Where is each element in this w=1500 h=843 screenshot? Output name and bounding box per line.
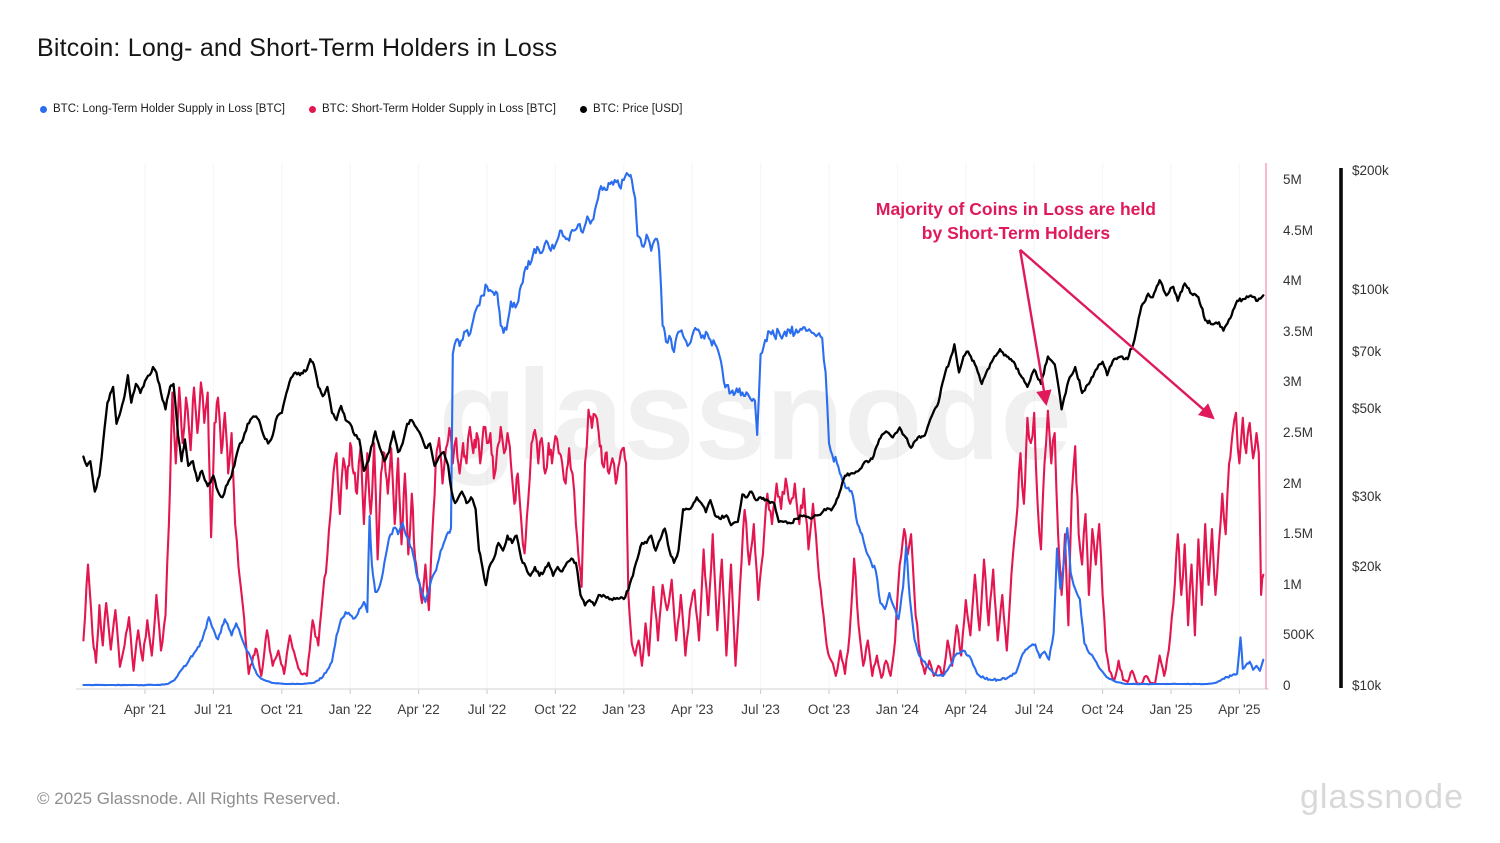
x-axis-tick-label: Apr '23 xyxy=(671,702,714,717)
supply-axis-tick-label: 3.5M xyxy=(1283,323,1314,339)
annotation-line-1: Majority of Coins in Loss are held xyxy=(875,199,1156,219)
supply-axis-tick-label: 4.5M xyxy=(1283,222,1314,238)
legend-label: BTC: Price [USD] xyxy=(592,103,683,115)
chart-title: Bitcoin: Long- and Short-Term Holders in… xyxy=(37,34,558,62)
legend-item-lth-supply-in-loss[interactable]: BTC: Long-Term Holder Supply in Loss [BT… xyxy=(40,103,285,115)
supply-axis-tick-label: 2M xyxy=(1283,475,1302,491)
x-axis-tick-label: Jan '22 xyxy=(328,702,372,717)
x-axis-tick-label: Oct '22 xyxy=(534,702,577,717)
legend-label: BTC: Long-Term Holder Supply in Loss [BT… xyxy=(53,103,286,115)
supply-axis-tick-label: 1.5M xyxy=(1283,526,1314,542)
x-axis-tick-label: Jan '23 xyxy=(602,702,646,717)
legend-label: BTC: Short-Term Holder Supply in Loss [B… xyxy=(322,103,556,115)
x-axis-tick-label: Jan '24 xyxy=(875,702,919,717)
price-axis-tick-label: $20k xyxy=(1352,559,1382,574)
legend-item-price[interactable]: BTC: Price [USD] xyxy=(579,103,683,115)
annotation-arrow xyxy=(1018,249,1052,407)
glassnode-wordmark: glassnode xyxy=(1299,778,1464,816)
legend: BTC: Long-Term Holder Supply in Loss [BT… xyxy=(40,103,682,115)
x-axis-tick-label: Jul '21 xyxy=(194,702,233,717)
price-axis-tick-label: $100k xyxy=(1352,282,1389,298)
annotation-callout: Majority of Coins in Loss are held by Sh… xyxy=(818,197,1214,245)
legend-item-sth-supply-in-loss[interactable]: BTC: Short-Term Holder Supply in Loss [B… xyxy=(309,103,556,115)
x-axis-tick-label: Apr '24 xyxy=(944,702,987,717)
x-axis-tick-label: Oct '23 xyxy=(807,702,851,717)
price-axis-tick-label: $70k xyxy=(1352,343,1382,359)
x-axis-tick-label: Jul '23 xyxy=(741,702,780,717)
price-axis-tick-label: $10k xyxy=(1352,678,1382,694)
annotation-line-2: by Short-Term Holders xyxy=(921,223,1111,243)
x-axis-tick-label: Apr '22 xyxy=(397,702,440,717)
red-dot-icon xyxy=(309,105,317,113)
x-axis-tick-label: Jul '22 xyxy=(467,702,507,717)
price-axis-tick-label: $200k xyxy=(1352,163,1389,178)
annotation-arrow xyxy=(1019,248,1215,420)
x-axis-tick-label: Apr '25 xyxy=(1218,702,1261,717)
black-dot-icon xyxy=(579,105,587,113)
price-axis-tick-label: $30k xyxy=(1352,489,1382,505)
blue-dot-icon xyxy=(40,105,47,113)
supply-axis-tick-label: 5M xyxy=(1283,172,1302,187)
supply-axis-tick-label: 4M xyxy=(1283,273,1302,289)
x-axis-tick-label: Oct '21 xyxy=(260,702,303,717)
supply-axis-tick-label: 0 xyxy=(1283,678,1291,693)
price-axis-tick-label: $50k xyxy=(1352,401,1382,417)
x-axis-tick-label: Jan '25 xyxy=(1149,702,1193,717)
x-axis-tick-label: Oct '24 xyxy=(1081,702,1124,717)
supply-axis-tick-label: 2.5M xyxy=(1283,425,1314,440)
supply-axis-tick-label: 1M xyxy=(1283,576,1302,592)
x-axis-tick-label: Apr '21 xyxy=(123,702,167,717)
copyright-text: © 2025 Glassnode. All Rights Reserved. xyxy=(37,789,341,808)
supply-axis-tick-label: 3M xyxy=(1283,374,1302,390)
supply-axis-tick-label: 500K xyxy=(1283,627,1315,643)
x-axis-tick-label: Jul '24 xyxy=(1014,702,1054,717)
